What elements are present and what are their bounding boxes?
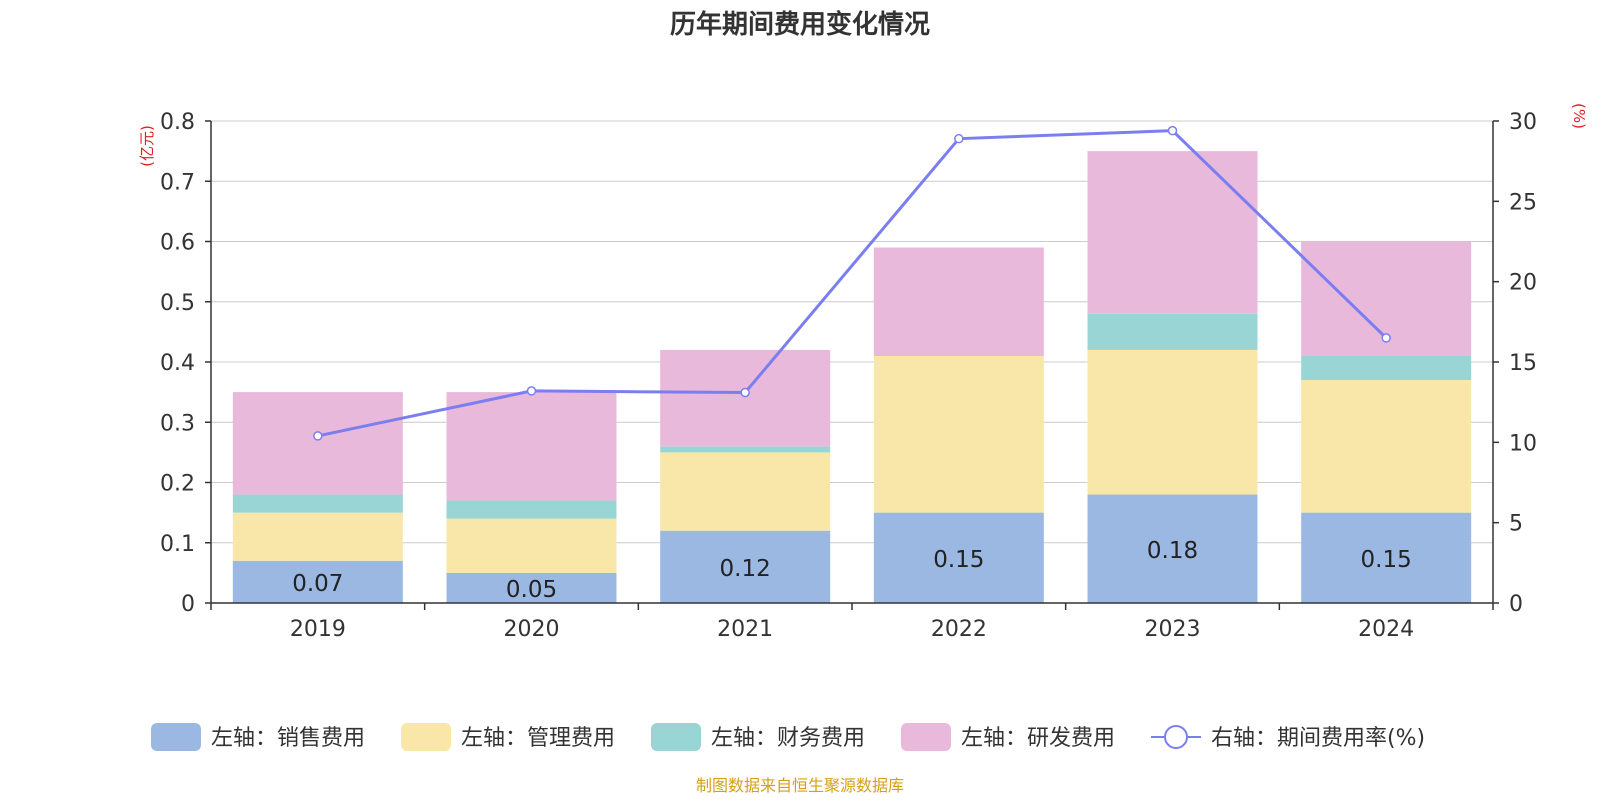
legend-swatch bbox=[151, 723, 201, 751]
legend-item-1[interactable]: 左轴：销售费用 bbox=[151, 723, 365, 751]
legend-label: 左轴：研发费用 bbox=[961, 726, 1115, 751]
bar-segment-3 bbox=[446, 500, 617, 519]
legend-item-2[interactable]: 左轴：管理费用 bbox=[401, 723, 615, 751]
x-axis-tick-label: 2019 bbox=[290, 617, 346, 642]
bar-segment-1 bbox=[1301, 512, 1472, 603]
right-axis-unit: (%) bbox=[1570, 103, 1588, 129]
right-axis-tick-label: 25 bbox=[1509, 190, 1537, 215]
left-axis-tick-label: 0.7 bbox=[160, 170, 195, 195]
bar-value-label: 0.15 bbox=[1361, 547, 1412, 573]
bar-value-label: 0.12 bbox=[720, 556, 771, 582]
bar-segment-1 bbox=[446, 572, 617, 603]
right-axis-tick-label: 0 bbox=[1509, 592, 1523, 617]
legend-swatch bbox=[401, 723, 451, 751]
bar-segment-4 bbox=[873, 247, 1044, 356]
bar-segment-2 bbox=[660, 452, 831, 531]
legend-swatch bbox=[901, 723, 951, 751]
rate-line-series bbox=[313, 125, 1391, 441]
bar-segment-1 bbox=[873, 512, 1044, 603]
bar-segment-1 bbox=[232, 560, 403, 603]
bar-segment-3 bbox=[1087, 313, 1258, 350]
bar-value-label: 0.07 bbox=[292, 571, 343, 597]
left-axis-tick-label: 0 bbox=[181, 592, 195, 617]
legend-swatch bbox=[651, 723, 701, 751]
right-axis-tick-label: 10 bbox=[1509, 431, 1537, 456]
legend: 左轴：销售费用 左轴：管理费用 左轴：财务费用 左轴：研发费用 右轴：期间费用率(%) bbox=[151, 723, 1425, 751]
x-axis-tick-label: 2024 bbox=[1358, 617, 1414, 642]
bar-segment-3 bbox=[660, 446, 831, 453]
bar-segment-2 bbox=[873, 355, 1044, 513]
bar-segment-3 bbox=[1301, 355, 1472, 381]
legend-label: 右轴：期间费用率(%) bbox=[1211, 726, 1425, 751]
right-axis-tick-label: 5 bbox=[1509, 512, 1523, 537]
left-axis-tick-label: 0.2 bbox=[160, 472, 195, 497]
bar-value-label: 0.15 bbox=[933, 547, 984, 573]
legend-item-4[interactable]: 左轴：研发费用 bbox=[901, 723, 1115, 751]
bar-segment-4 bbox=[1087, 151, 1258, 314]
legend-item-5[interactable]: 右轴：期间费用率(%) bbox=[1151, 725, 1425, 751]
left-axis-tick-label: 0.3 bbox=[160, 411, 195, 436]
bar-segment-3 bbox=[232, 494, 403, 513]
rate-line-point bbox=[954, 133, 964, 144]
left-axis-tick-label: 0.8 bbox=[160, 110, 195, 135]
bar-segment-4 bbox=[660, 349, 831, 447]
legend-label: 左轴：财务费用 bbox=[711, 726, 865, 751]
rate-line-point bbox=[740, 387, 750, 398]
left-axis-tick-label: 0.6 bbox=[160, 231, 195, 256]
right-axis-tick-label: 30 bbox=[1509, 110, 1537, 135]
bar-segment-2 bbox=[1087, 349, 1258, 495]
bar-segment-1 bbox=[660, 530, 831, 603]
x-axis-tick-label: 2023 bbox=[1145, 617, 1201, 642]
bar-value-label: 0.18 bbox=[1147, 538, 1198, 564]
bar-value-labels: 0.07 0.05 0.12 0.15 0.18 0.15 bbox=[292, 538, 1412, 603]
bar-series bbox=[232, 151, 1472, 603]
bar-segment-4 bbox=[446, 392, 617, 501]
bar-segment-1 bbox=[1087, 494, 1258, 603]
rate-line-point bbox=[526, 386, 537, 396]
right-axis-tick-label: 20 bbox=[1509, 271, 1537, 296]
legend-label: 左轴：管理费用 bbox=[461, 726, 615, 751]
bar-value-label: 0.05 bbox=[506, 577, 557, 603]
left-axis-tick-label: 0.1 bbox=[160, 532, 195, 557]
rate-line-point bbox=[1167, 125, 1178, 136]
bar-segment-2 bbox=[232, 512, 403, 561]
grid-lines bbox=[211, 120, 1493, 544]
x-axis-tick-label: 2020 bbox=[504, 617, 560, 642]
right-axis-tick-label: 15 bbox=[1509, 351, 1537, 376]
rate-line-point bbox=[1381, 333, 1391, 343]
x-axis-tick-label: 2022 bbox=[931, 617, 987, 642]
legend-circle-marker bbox=[1164, 725, 1188, 749]
bar-segment-4 bbox=[232, 392, 403, 495]
bar-segment-2 bbox=[446, 518, 617, 573]
left-axis-unit: (亿元) bbox=[138, 125, 156, 167]
axes: 0 0.1 0.2 0.3 0.4 0.5 0.6 0.7 0.8 0 5 10 15 20 25 30 201… bbox=[160, 110, 1537, 642]
legend-item-3[interactable]: 左轴：财务费用 bbox=[651, 723, 865, 751]
source-note: 制图数据来自恒生聚源数据库 bbox=[696, 776, 904, 795]
bar-segment-2 bbox=[1301, 380, 1472, 513]
legend-label: 左轴：销售费用 bbox=[211, 726, 365, 751]
rate-line-point bbox=[313, 431, 323, 441]
chart-title: 历年期间费用变化情况 bbox=[670, 9, 930, 40]
x-axis-tick-label: 2021 bbox=[717, 617, 773, 642]
left-axis-tick-label: 0.4 bbox=[160, 351, 195, 376]
left-axis-tick-label: 0.5 bbox=[160, 291, 195, 316]
rate-line bbox=[317, 129, 1388, 438]
